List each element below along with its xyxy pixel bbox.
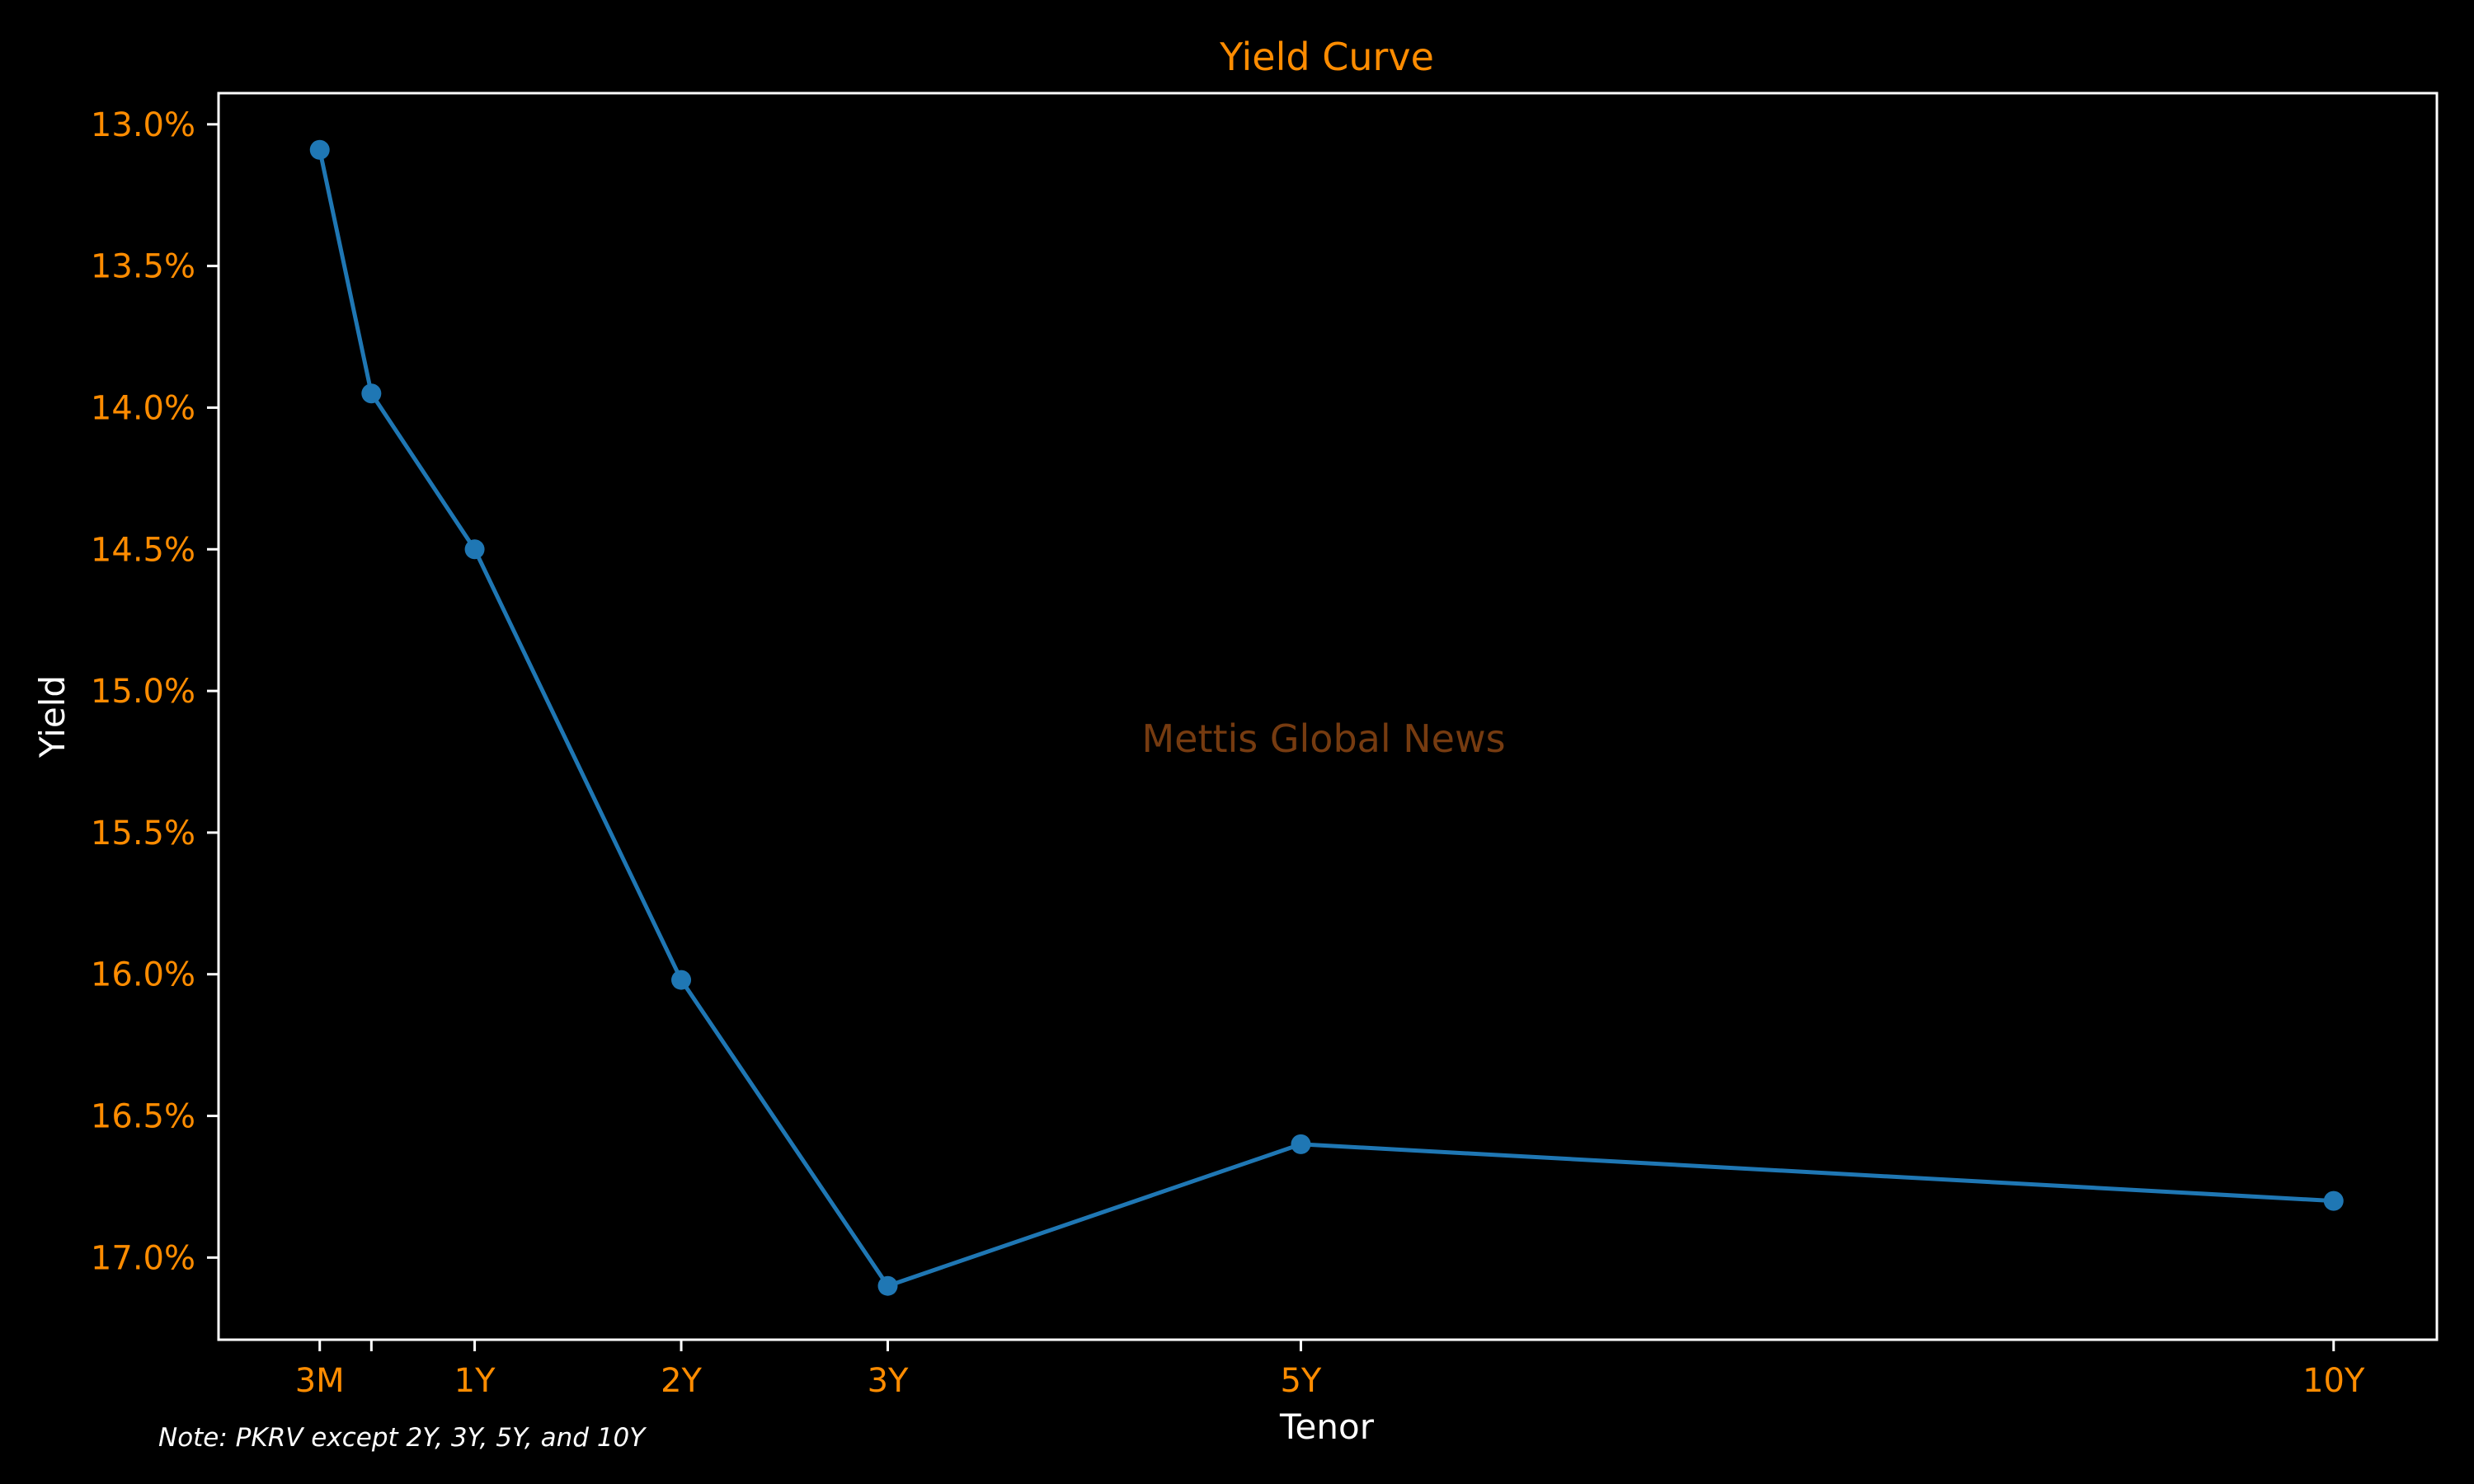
data-point [464, 539, 485, 560]
data-point [361, 383, 382, 404]
y-tick-label: 14.0% [91, 389, 195, 427]
x-tick-label: 2Y [661, 1362, 702, 1400]
data-point [877, 1275, 898, 1296]
y-tick-label: 17.0% [91, 1239, 195, 1277]
data-point [2323, 1190, 2344, 1211]
chart-title: Yield Curve [1219, 35, 1434, 79]
x-axis-label: Tenor [1279, 1407, 1375, 1447]
y-axis-label: Yield [32, 675, 73, 758]
x-tick-label: 10Y [2302, 1362, 2365, 1400]
data-point [1291, 1134, 1311, 1154]
x-tick-label: 5Y [1280, 1362, 1321, 1400]
series-line [309, 139, 2344, 1296]
x-tick-label: 1Y [454, 1362, 496, 1400]
x-axis: 3M 1Y 2Y 3Y 5Y 10Y [295, 1340, 2365, 1400]
plot-frame [217, 92, 2439, 1341]
data-point [309, 139, 330, 160]
watermark: Mettis Global News [1141, 716, 1505, 761]
y-tick-label: 16.5% [91, 1098, 195, 1136]
x-tick-label: 3Y [868, 1362, 909, 1400]
y-axis: 17.0% 16.5% 16.0% 15.5% 15.0% 14.5% 14.0% 13.5%… [91, 106, 219, 1277]
y-tick-label: 15.0% [91, 673, 195, 711]
x-tick-label: 3M [295, 1362, 345, 1400]
y-tick-label: 13.0% [91, 106, 195, 144]
y-tick-label: 16.0% [91, 956, 195, 994]
y-tick-label: 14.5% [91, 531, 195, 569]
footnote: Note: PKRV except 2Y, 3Y, 5Y, and 10Y [158, 1423, 647, 1453]
y-tick-label: 15.5% [91, 815, 195, 852]
y-tick-label: 13.5% [91, 248, 195, 286]
data-point [671, 970, 692, 990]
